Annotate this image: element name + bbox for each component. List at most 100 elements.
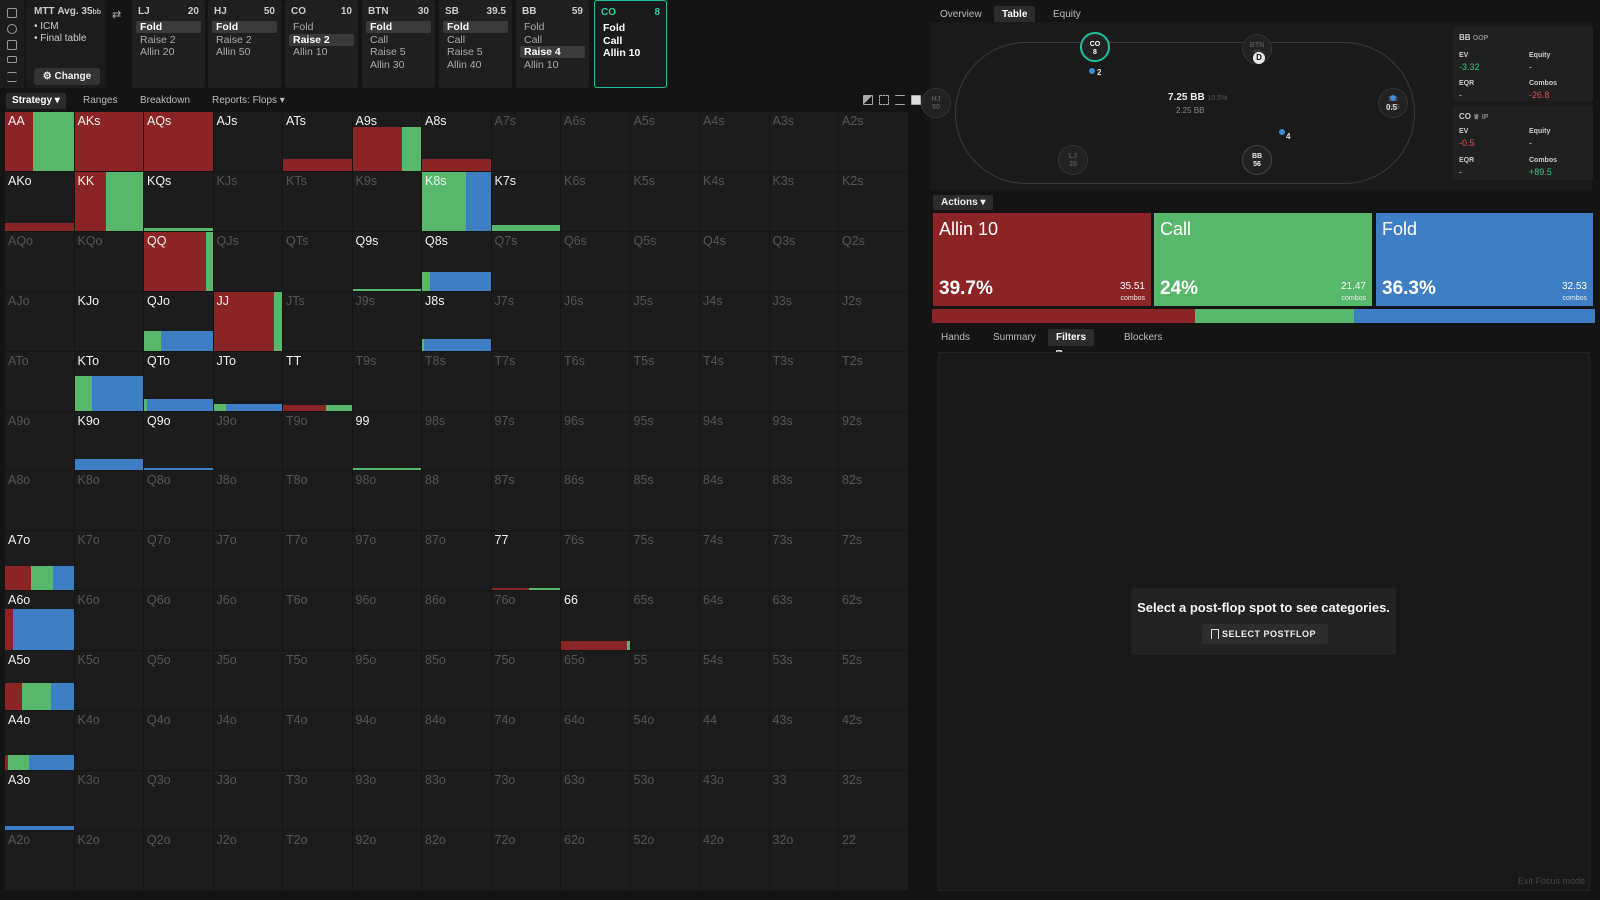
- hand-cell[interactable]: KTs: [282, 170, 353, 232]
- hand-cell[interactable]: 74s: [699, 530, 770, 592]
- hand-cell[interactable]: 93s: [768, 410, 840, 472]
- tab-hands[interactable]: Hands: [941, 332, 970, 343]
- hand-cell[interactable]: KQo: [73, 230, 145, 292]
- save-icon[interactable]: [7, 40, 17, 50]
- seat-co[interactable]: CO 8: [1080, 32, 1110, 62]
- hand-cell[interactable]: AJo: [4, 290, 75, 352]
- hand-cell[interactable]: Q4s: [699, 230, 770, 292]
- hand-cell[interactable]: T4s: [699, 350, 770, 412]
- hand-cell[interactable]: Q5s: [629, 230, 701, 292]
- hand-cell[interactable]: AQo: [4, 230, 75, 292]
- hand-cell[interactable]: J2s: [838, 290, 909, 352]
- action-option[interactable]: Raise 2: [289, 33, 354, 46]
- tab-table[interactable]: Table: [994, 6, 1036, 23]
- hand-cell[interactable]: 76o: [490, 590, 562, 652]
- hand-cell[interactable]: 43s: [768, 710, 840, 771]
- hand-cell[interactable]: A7s: [490, 111, 562, 172]
- hand-cell[interactable]: 87o: [421, 530, 492, 592]
- position-card-btn[interactable]: BTN 30 Fold Call Raise 5 Allin 30: [362, 0, 435, 88]
- hand-cell[interactable]: JTo: [212, 350, 284, 412]
- hand-cell[interactable]: 73o: [490, 769, 562, 831]
- hand-cell[interactable]: 94o: [351, 710, 423, 771]
- hand-cell[interactable]: T5s: [629, 350, 701, 412]
- hand-cell[interactable]: 75o: [490, 650, 562, 712]
- hand-cell[interactable]: 44: [699, 710, 770, 771]
- hand-cell[interactable]: T5o: [282, 650, 353, 712]
- hand-cell[interactable]: 63o: [560, 769, 631, 831]
- hand-cell[interactable]: K6s: [560, 170, 631, 232]
- hand-cell[interactable]: K8s: [421, 170, 492, 232]
- hand-cell[interactable]: 32o: [768, 829, 840, 891]
- action-option[interactable]: Raise 5: [370, 46, 406, 58]
- tab-reports-flops[interactable]: Reports: Flops ▾: [212, 95, 285, 106]
- hand-cell[interactable]: AQs: [143, 111, 214, 172]
- hand-cell[interactable]: KJs: [212, 170, 284, 232]
- hand-cell[interactable]: 92o: [351, 829, 423, 891]
- hand-cell[interactable]: 88: [421, 470, 492, 532]
- tab-breakdown[interactable]: Breakdown: [140, 95, 191, 106]
- action-option[interactable]: Raise 2: [216, 33, 252, 46]
- action-option[interactable]: Call: [447, 33, 466, 46]
- hand-cell[interactable]: 54o: [629, 710, 701, 771]
- hand-cell[interactable]: T6o: [282, 590, 353, 652]
- hand-cell[interactable]: 86s: [560, 470, 631, 532]
- hand-cell[interactable]: 65o: [560, 650, 631, 712]
- hand-cell[interactable]: 53o: [629, 769, 701, 831]
- tab-ranges[interactable]: Ranges: [83, 95, 118, 106]
- hand-cell[interactable]: 55: [629, 650, 701, 712]
- hand-cell[interactable]: 65s: [629, 590, 701, 652]
- hand-cell[interactable]: 64o: [560, 710, 631, 771]
- action-option[interactable]: Allin 30: [370, 58, 405, 71]
- contrast-view-icon[interactable]: [863, 95, 873, 105]
- hand-cell[interactable]: 22: [838, 829, 909, 891]
- hand-cell[interactable]: A8o: [4, 470, 75, 532]
- action-option[interactable]: Allin 10: [293, 46, 328, 58]
- hand-cell[interactable]: KJo: [73, 290, 145, 352]
- hand-cell[interactable]: 84o: [421, 710, 492, 771]
- hand-cell[interactable]: K5s: [629, 170, 701, 232]
- hand-cell[interactable]: K7o: [73, 530, 145, 592]
- hand-cell[interactable]: 52o: [629, 829, 701, 891]
- action-box-allin-10[interactable]: Allin 10 39.7% 35.51 combos: [933, 213, 1151, 306]
- hand-cell[interactable]: Q6o: [143, 590, 214, 652]
- select-postflop-button[interactable]: SELECT POSTFLOP: [1202, 624, 1328, 644]
- hand-cell[interactable]: Q9o: [143, 410, 214, 472]
- hand-cell[interactable]: AKs: [73, 111, 145, 172]
- action-option[interactable]: Call: [370, 33, 389, 46]
- hand-cell[interactable]: T2s: [838, 350, 909, 412]
- align-icon[interactable]: [7, 72, 17, 82]
- fill-view-icon[interactable]: [911, 95, 921, 105]
- hand-cell[interactable]: 72s: [838, 530, 909, 592]
- hand-cell[interactable]: J9s: [351, 290, 423, 352]
- action-option[interactable]: Allin 50: [216, 46, 251, 58]
- hand-cell[interactable]: ATo: [4, 350, 75, 412]
- hand-cell[interactable]: QJo: [143, 290, 214, 352]
- shuffle-icon[interactable]: ⇄: [112, 9, 122, 21]
- hand-cell[interactable]: 64s: [699, 590, 770, 652]
- hand-cell[interactable]: 63s: [768, 590, 840, 652]
- hand-cell[interactable]: 82s: [838, 470, 909, 532]
- hand-cell[interactable]: 73s: [768, 530, 840, 592]
- action-option[interactable]: Allin 20: [140, 46, 175, 58]
- action-option[interactable]: Call: [524, 33, 543, 46]
- hand-cell[interactable]: AKo: [4, 170, 75, 232]
- tab-filters[interactable]: Filters ⧉: [1048, 329, 1095, 360]
- tab-strategy[interactable]: Strategy ▾: [6, 93, 66, 109]
- hand-cell[interactable]: K9o: [73, 410, 145, 472]
- tab-summary[interactable]: Summary: [993, 332, 1036, 343]
- hand-cell[interactable]: J5o: [212, 650, 284, 712]
- hand-cell[interactable]: A4o: [4, 710, 75, 771]
- hand-cell[interactable]: JJ: [212, 290, 284, 352]
- action-option[interactable]: Raise 5: [447, 46, 483, 58]
- actions-dropdown[interactable]: Actions ▾: [933, 195, 994, 210]
- hand-cell[interactable]: A4s: [699, 111, 770, 172]
- hand-cell[interactable]: K2o: [73, 829, 145, 891]
- hand-cell[interactable]: KK: [73, 170, 145, 232]
- hand-cell[interactable]: K7s: [490, 170, 562, 232]
- hand-cell[interactable]: Q7o: [143, 530, 214, 592]
- action-option[interactable]: Raise 4: [520, 46, 585, 58]
- hand-cell[interactable]: 84s: [699, 470, 770, 532]
- hand-cell[interactable]: J7o: [212, 530, 284, 592]
- action-option[interactable]: Fold: [443, 21, 508, 33]
- hand-cell[interactable]: A6s: [560, 111, 631, 172]
